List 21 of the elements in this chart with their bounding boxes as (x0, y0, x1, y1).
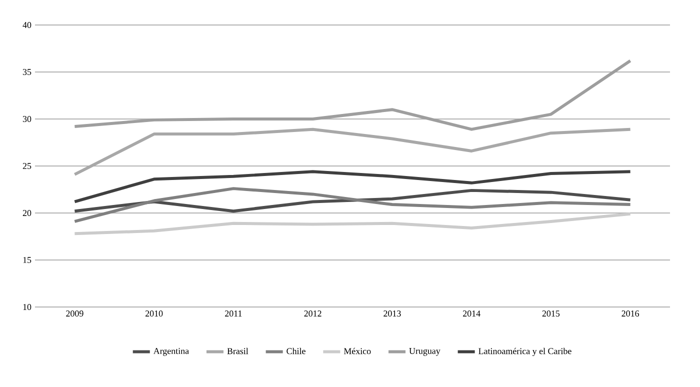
x-tick-label: 2011 (225, 310, 242, 317)
x-tick-label: 2013 (384, 310, 401, 317)
x-tick-label: 2016 (622, 310, 640, 317)
x-tick-label: 2012 (304, 310, 322, 317)
x-tick-label: 2010 (145, 310, 163, 317)
legend-label: México (344, 348, 371, 354)
y-tick-label: 40 (22, 22, 32, 28)
legend-label: Argentina (153, 348, 189, 356)
legend-label: Brasil (227, 348, 248, 354)
y-tick-label: 10 (23, 304, 32, 310)
legend-label: Latinoamérica y el Caribe (478, 348, 572, 356)
y-tick-label: 15 (23, 256, 32, 264)
y-tick-label: 35 (22, 68, 32, 76)
x-tick-label: 2009 (66, 310, 84, 317)
y-tick-label: 25 (22, 162, 32, 170)
legend-label: Chile (286, 348, 306, 354)
x-tick-label: 2015 (542, 310, 560, 317)
y-tick-label: 30 (22, 116, 32, 122)
x-tick-label: 2014 (462, 310, 480, 317)
legend-label: Uruguay (409, 348, 440, 356)
y-tick-label: 20 (22, 210, 32, 216)
